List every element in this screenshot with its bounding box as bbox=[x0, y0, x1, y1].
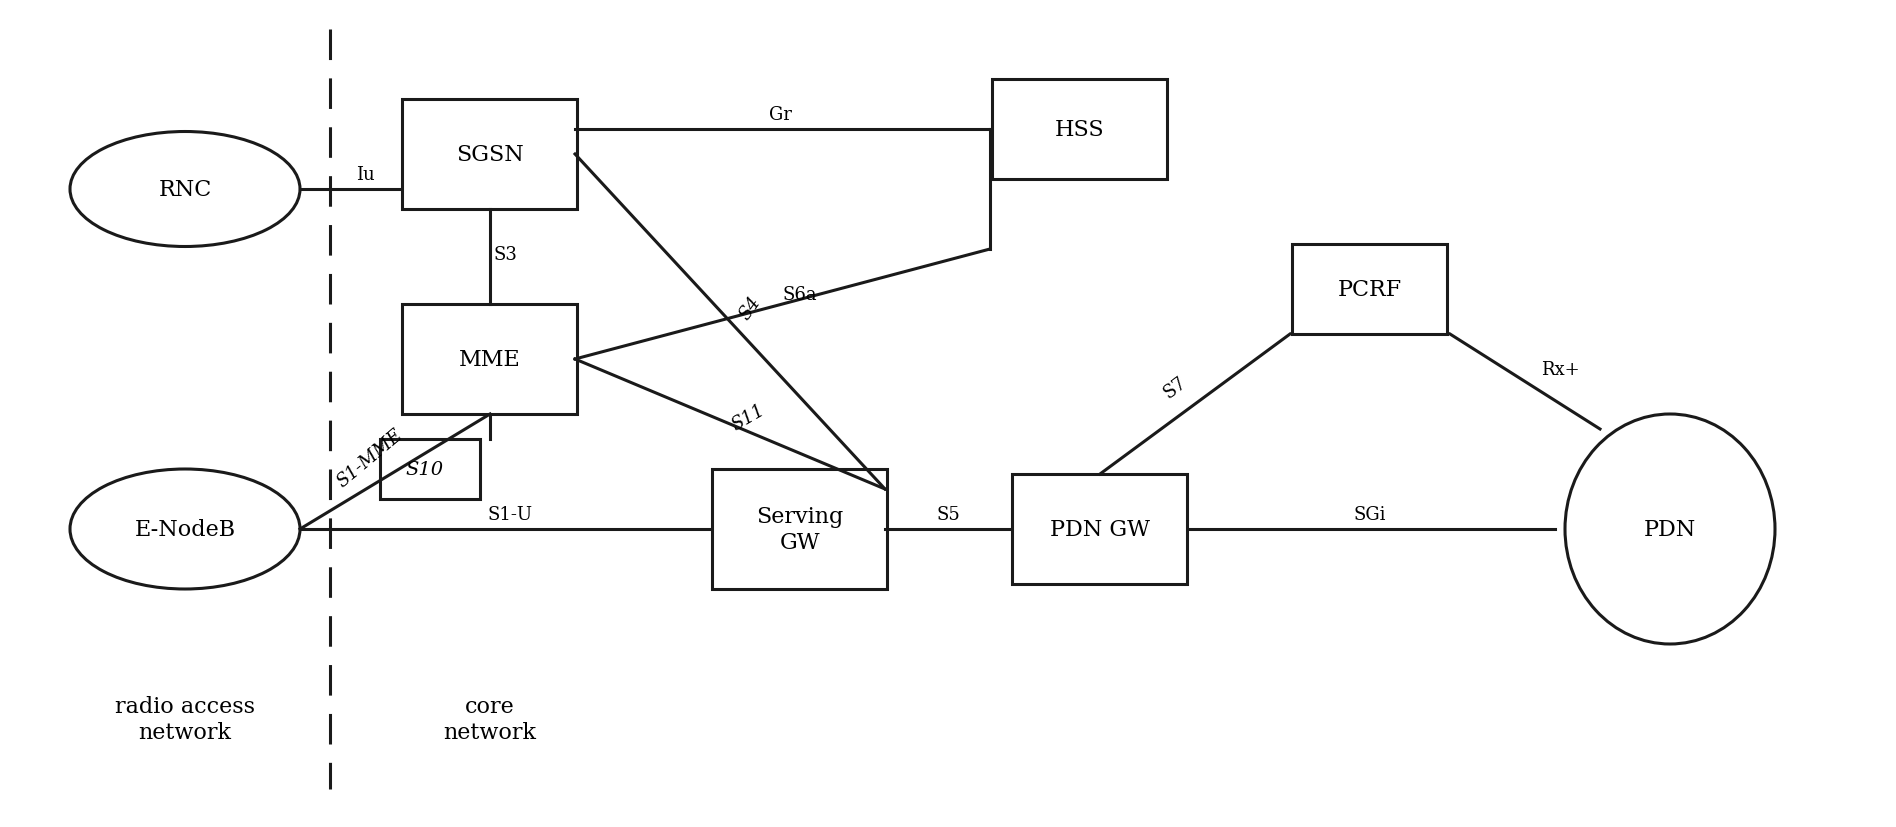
Bar bbox=[1293, 245, 1447, 335]
Text: PDN GW: PDN GW bbox=[1050, 519, 1151, 540]
Text: S10: S10 bbox=[406, 461, 444, 479]
Bar bbox=[713, 470, 887, 590]
Text: RNC: RNC bbox=[159, 179, 212, 201]
Bar bbox=[402, 100, 578, 210]
Text: radio access
network: radio access network bbox=[116, 696, 254, 743]
Text: SGSN: SGSN bbox=[457, 144, 523, 165]
Bar bbox=[402, 304, 578, 414]
Text: S1-U: S1-U bbox=[487, 505, 533, 523]
Text: Serving
GW: Serving GW bbox=[757, 505, 844, 553]
Text: S7: S7 bbox=[1160, 373, 1191, 402]
Text: Rx+: Rx+ bbox=[1541, 361, 1579, 379]
Text: core
network: core network bbox=[444, 696, 537, 743]
Text: PDN: PDN bbox=[1644, 519, 1697, 540]
Text: S1-MME: S1-MME bbox=[334, 425, 406, 490]
Text: MME: MME bbox=[459, 348, 521, 370]
Text: E-NodeB: E-NodeB bbox=[135, 519, 235, 540]
Text: SGi: SGi bbox=[1354, 505, 1386, 523]
Text: S4: S4 bbox=[736, 293, 764, 323]
Text: S11: S11 bbox=[728, 401, 768, 434]
Text: S3: S3 bbox=[493, 246, 518, 264]
Text: Gr: Gr bbox=[768, 106, 791, 124]
Text: S5: S5 bbox=[937, 505, 959, 523]
Bar bbox=[1012, 475, 1187, 585]
Text: S6a: S6a bbox=[783, 285, 817, 304]
Text: Iu: Iu bbox=[356, 165, 374, 184]
Bar bbox=[992, 80, 1168, 179]
Bar bbox=[379, 439, 480, 500]
Text: PCRF: PCRF bbox=[1339, 279, 1401, 301]
Text: HSS: HSS bbox=[1056, 119, 1105, 141]
